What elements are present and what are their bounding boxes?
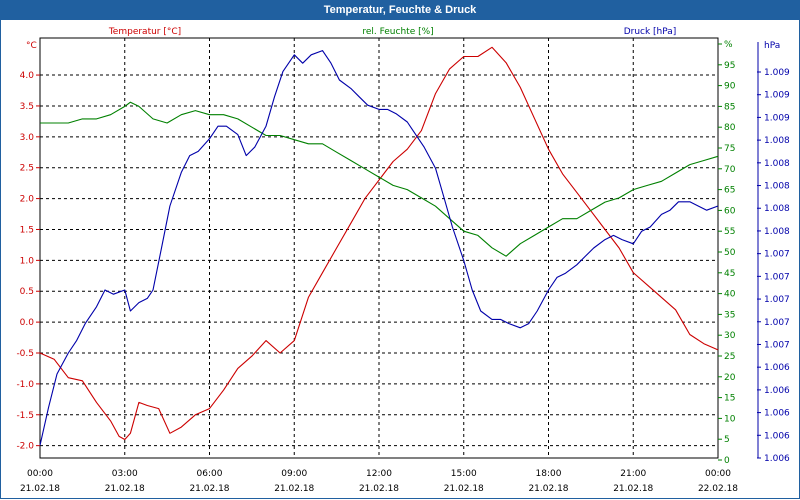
left-tick-label-7: 1.5: [20, 225, 34, 235]
right1-tick-label-7: 35: [724, 310, 735, 320]
right2-axis-unit: hPa: [764, 41, 780, 51]
x-tick-time-1: 03:00: [112, 469, 138, 479]
series-layer: [39, 46, 719, 446]
right1-tick-label-19: 95: [724, 61, 735, 71]
right2-tick-label-14: 1.008: [764, 136, 790, 146]
x-tick-date-5: 21.02.18: [444, 484, 484, 494]
right1-tick-label-20: %: [724, 40, 733, 50]
right1-tick-label-1: 5: [724, 435, 730, 445]
x-tick-date-0: 21.02.18: [20, 484, 60, 494]
series-line-2: [39, 50, 719, 446]
left-tick-label-5: 0.5: [20, 287, 34, 297]
right2-tick-label-5: 1.007: [764, 340, 790, 350]
right2-tick-label-11: 1.008: [764, 204, 790, 214]
x-tick-date-6: 21.02.18: [528, 484, 568, 494]
right2-tick-label-2: 1.006: [764, 409, 790, 419]
left-tick-label-6: 1.0: [20, 256, 35, 266]
x-tick-time-5: 15:00: [451, 469, 477, 479]
x-tick-date-8: 22.02.18: [698, 484, 738, 494]
right2-tick-label-9: 1.007: [764, 250, 790, 260]
right1-tick-label-18: 90: [724, 82, 736, 92]
grid: [39, 38, 719, 458]
plot-border: [39, 37, 719, 459]
x-tick-time-7: 21:00: [620, 469, 646, 479]
x-tick-date-3: 21.02.18: [274, 484, 314, 494]
right1-tick-label-16: 80: [724, 123, 736, 133]
left-tick-label-0: -2.0: [16, 442, 34, 452]
right1-tick-label-10: 50: [724, 248, 736, 258]
right2-tick-label-10: 1.008: [764, 227, 790, 237]
right1-tick-label-3: 15: [724, 394, 735, 404]
right2-tick-label-12: 1.008: [764, 182, 790, 192]
x-tick-date-2: 21.02.18: [189, 484, 229, 494]
right2-tick-label-13: 1.008: [764, 159, 790, 169]
labels-layer: 00:00 21.02.18 03:00 21.02.18 06:00 21.02.18 0…: [16, 27, 790, 494]
left-axis-unit: °C: [26, 41, 37, 51]
right2-tick-label-4: 1.006: [764, 363, 790, 373]
right1-tick-label-11: 55: [724, 227, 735, 237]
axes: [36, 37, 761, 461]
x-tick-time-4: 12:00: [366, 469, 392, 479]
right2-tick-label-7: 1.007: [764, 295, 790, 305]
series-line-1: [40, 101, 719, 257]
x-tick-time-6: 18:00: [536, 469, 562, 479]
left-tick-label-3: -0.5: [16, 349, 34, 359]
right1-tick-label-2: 10: [724, 414, 736, 424]
right1-tick-label-4: 20: [724, 373, 736, 383]
right1-tick-label-8: 40: [724, 290, 736, 300]
right1-tick-label-13: 65: [724, 186, 735, 196]
right1-tick-label-17: 85: [724, 102, 735, 112]
right2-tick-label-17: 1.009: [764, 68, 790, 78]
left-tick-label-9: 2.5: [20, 164, 34, 174]
x-tick-date-7: 21.02.18: [613, 484, 653, 494]
right2-tick-label-16: 1.009: [764, 91, 790, 101]
x-tick-date-4: 21.02.18: [359, 484, 399, 494]
right2-tick-label-6: 1.007: [764, 318, 790, 328]
x-tick-time-0: 00:00: [27, 469, 53, 479]
right2-tick-label-3: 1.006: [764, 386, 790, 396]
left-tick-label-11: 3.5: [20, 102, 34, 112]
right2-tick-label-0: 1.006: [764, 454, 790, 464]
right1-tick-label-0: 0: [724, 456, 730, 466]
right2-tick-label-8: 1.007: [764, 272, 790, 282]
right2-tick-label-1: 1.006: [764, 431, 790, 441]
right2-tick-label-15: 1.009: [764, 113, 790, 123]
left-tick-label-1: -1.5: [16, 411, 34, 421]
x-tick-date-1: 21.02.18: [105, 484, 145, 494]
left-tick-label-2: -1.0: [16, 380, 34, 390]
x-tick-time-3: 09:00: [281, 469, 307, 479]
right1-tick-label-14: 70: [724, 165, 736, 175]
x-tick-time-2: 06:00: [197, 469, 223, 479]
right1-tick-label-12: 60: [724, 206, 736, 216]
series-line-0: [39, 46, 719, 441]
right1-tick-label-6: 30: [724, 331, 736, 341]
chart-title: Temperatur, Feuchte & Druck: [0, 0, 800, 20]
left-tick-label-12: 4.0: [20, 71, 35, 81]
x-tick-time-8: 00:00: [705, 469, 731, 479]
right1-tick-label-15: 75: [724, 144, 735, 154]
left-tick-label-4: 0.0: [20, 318, 35, 328]
legend-2: Druck [hPa]: [624, 27, 677, 37]
left-tick-label-8: 2.0: [20, 195, 35, 205]
right1-tick-label-9: 45: [724, 269, 735, 279]
legend-1: rel. Feuchte [%]: [362, 27, 433, 37]
legend-0: Temperatur [°C]: [108, 27, 181, 37]
right1-tick-label-5: 25: [724, 352, 735, 362]
left-tick-label-10: 3.0: [20, 133, 35, 143]
